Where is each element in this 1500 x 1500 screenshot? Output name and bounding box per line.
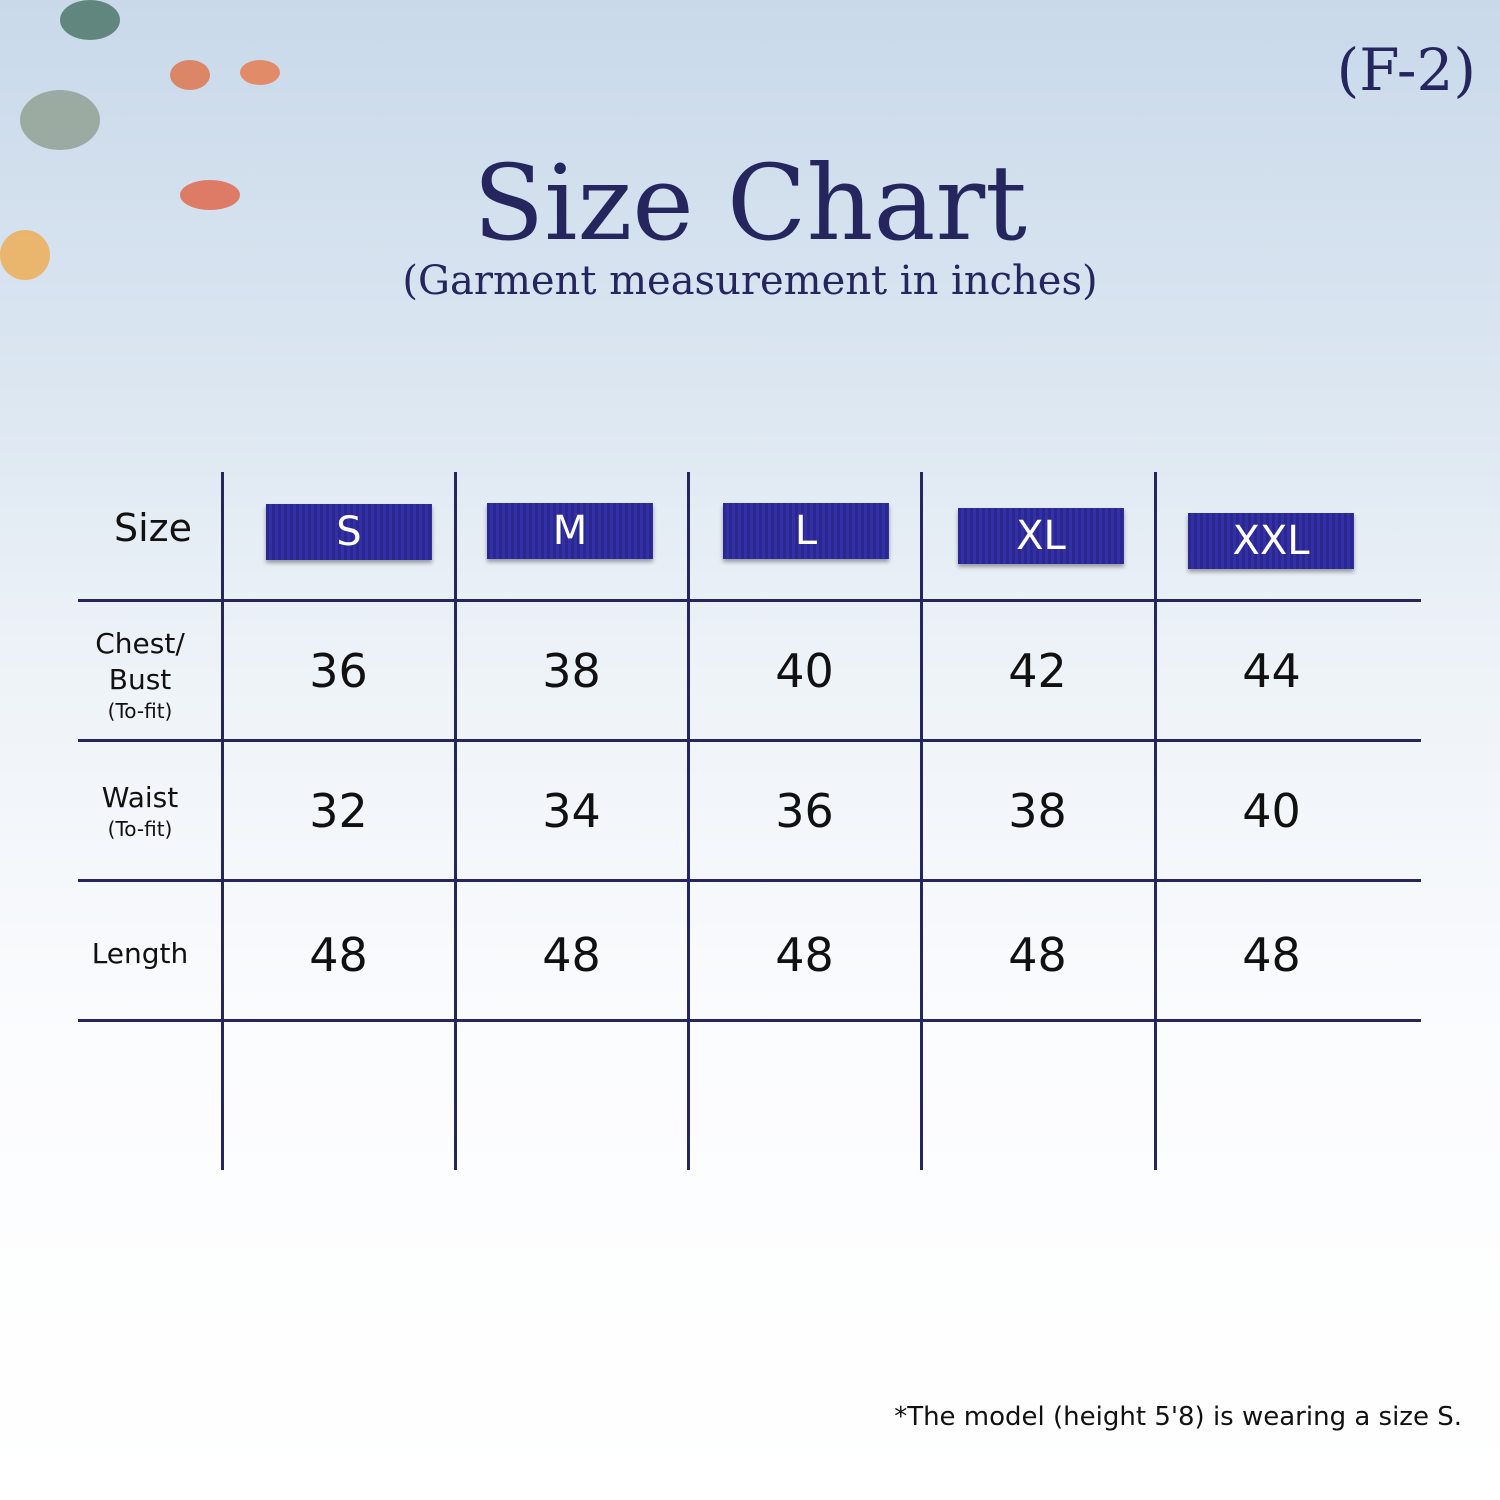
size-badge-xxl: XXL	[1188, 513, 1354, 569]
table-cell: 48	[1008, 928, 1067, 982]
row-label-text: Waist	[101, 781, 179, 814]
grid-line	[454, 472, 457, 1170]
table-cell: 48	[309, 928, 368, 982]
grid-line	[221, 472, 224, 1170]
grid-line	[78, 739, 1421, 742]
table-cell: 48	[775, 928, 834, 982]
table-cell: 40	[1242, 784, 1301, 838]
table-cell: 38	[1008, 784, 1067, 838]
grid-line	[78, 879, 1421, 882]
size-badge-l: L	[723, 503, 889, 559]
row-label-text: Chest/	[95, 627, 185, 660]
page-title: Size Chart	[473, 142, 1027, 264]
row-label-sub: (To-fit)	[107, 699, 173, 723]
row-label-waist: Waist (To-fit)	[60, 780, 220, 842]
grid-line	[920, 472, 923, 1170]
table-cell: 40	[775, 644, 834, 698]
table-cell: 48	[1242, 928, 1301, 982]
grid-line	[1154, 472, 1157, 1170]
table-cell: 38	[542, 644, 601, 698]
table-cell: 42	[1008, 644, 1067, 698]
size-badge-xl: XL	[958, 508, 1124, 564]
model-note: *The model (height 5'8) is wearing a siz…	[894, 1402, 1462, 1432]
row-label-length: Length	[91, 937, 189, 970]
size-badge-s: S	[266, 504, 432, 560]
page-subtitle: (Garment measurement in inches)	[402, 258, 1098, 304]
table-cell: 48	[542, 928, 601, 982]
row-label-chest: Chest/ Bust (To-fit)	[60, 626, 220, 724]
table-cell: 32	[309, 784, 368, 838]
grid-line	[687, 472, 690, 1170]
size-header-label: Size	[113, 506, 192, 550]
grid-line	[78, 599, 1421, 602]
row-label-sub: (To-fit)	[107, 817, 173, 841]
grid-line	[78, 1019, 1421, 1022]
size-badge-m: M	[487, 503, 653, 559]
table-cell: 36	[309, 644, 368, 698]
table-cell: 44	[1242, 644, 1301, 698]
row-label-text: Bust	[108, 663, 172, 696]
table-cell: 36	[775, 784, 834, 838]
chart-code: (F-2)	[1336, 36, 1476, 104]
table-cell: 34	[542, 784, 601, 838]
